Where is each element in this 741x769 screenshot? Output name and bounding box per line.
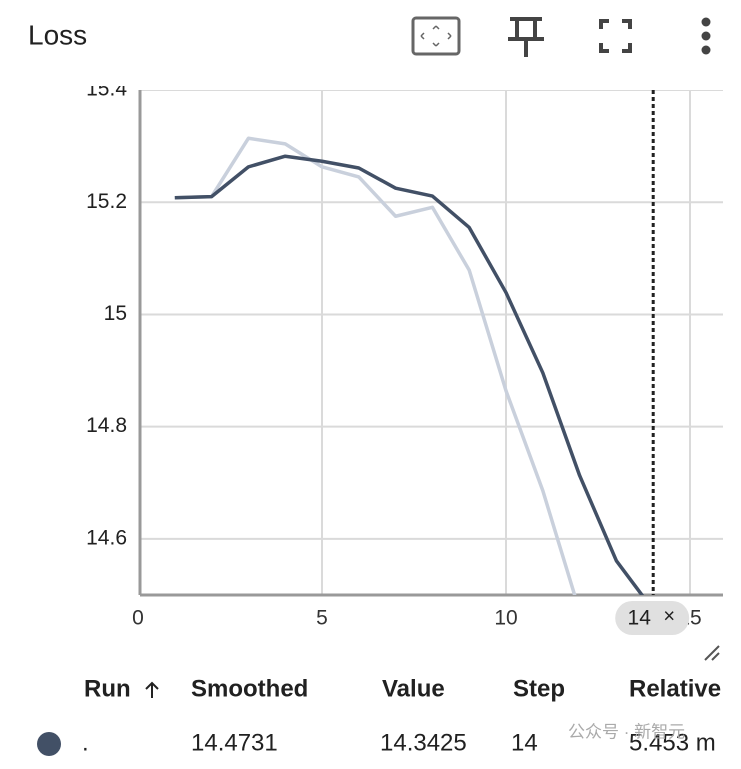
y-labels: 14.6 14.8 15 15.2 15.4 bbox=[86, 78, 127, 549]
header-run[interactable]: Run bbox=[84, 675, 131, 702]
table: Run Smoothed Value Step Relative . 14.47… bbox=[37, 675, 721, 756]
header-relative[interactable]: Relative bbox=[629, 675, 721, 702]
x-tick-label: 0 bbox=[132, 607, 144, 630]
step-cell: 14 bbox=[511, 729, 538, 756]
run-color bbox=[37, 732, 61, 756]
resize-handle[interactable] bbox=[704, 645, 720, 661]
pin-icon[interactable] bbox=[508, 17, 544, 57]
y-tick-label: 15.2 bbox=[86, 190, 127, 213]
series-line bbox=[174, 136, 577, 595]
x-tick-label: 5 bbox=[316, 607, 328, 630]
y-tick-label: 14.6 bbox=[86, 526, 127, 549]
fullscreen-icon[interactable] bbox=[599, 19, 632, 53]
plot: 14.6 14.8 15 15.2 15.4 0 5 10 15 14 × bbox=[86, 78, 723, 635]
hover-step: 14 bbox=[628, 607, 652, 630]
grid bbox=[140, 90, 723, 595]
header-step[interactable]: Step bbox=[513, 675, 565, 702]
header-smoothed[interactable]: Smoothed bbox=[191, 675, 308, 702]
hover-chip bbox=[615, 601, 690, 635]
card-title: Loss bbox=[28, 19, 87, 50]
y-tick-label: 14.8 bbox=[86, 414, 127, 437]
series-line bbox=[174, 154, 645, 595]
fit-icon[interactable] bbox=[411, 16, 461, 56]
value-cell: 14.3425 bbox=[380, 729, 467, 756]
header-value[interactable]: Value bbox=[382, 675, 445, 702]
lines bbox=[174, 136, 645, 595]
y-tick-label: 15 bbox=[104, 302, 127, 325]
sort-arrow bbox=[145, 681, 159, 698]
run-name: . bbox=[82, 729, 89, 756]
more-icon[interactable] bbox=[701, 17, 711, 55]
y-tick-label: 15.4 bbox=[86, 78, 127, 101]
watermark: 公众号 · 新智元 bbox=[568, 722, 685, 741]
relative-cell: 5.453 m bbox=[629, 729, 716, 756]
smoothed-cell: 14.4731 bbox=[191, 729, 278, 756]
hover-close[interactable]: × bbox=[663, 605, 675, 627]
x-tick-label: 10 bbox=[494, 607, 517, 630]
